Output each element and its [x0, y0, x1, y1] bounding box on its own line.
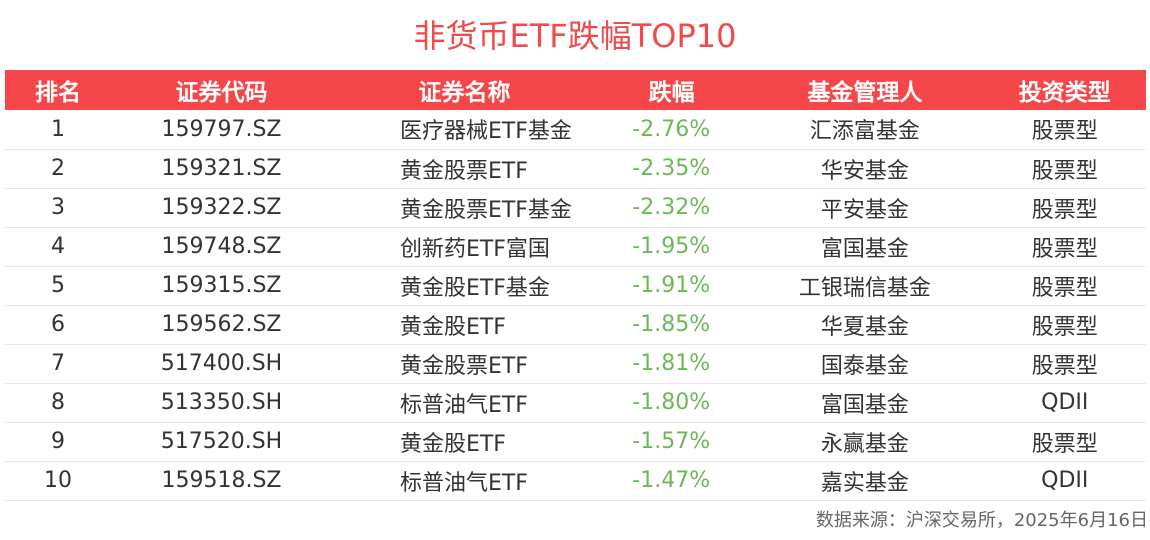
table-row: 7 517400.SH 黄金股票ETF -1.81% 国泰基金 股票型: [5, 344, 1146, 384]
cell-change: -1.81%: [597, 344, 747, 384]
cell-name: 标普油气ETF: [331, 461, 598, 501]
cell-manager: 华安基金: [746, 149, 984, 189]
cell-manager: 富国基金: [746, 227, 984, 267]
cell-rank: 8: [5, 383, 112, 423]
cell-manager: 汇添富基金: [746, 110, 984, 150]
header-name: 证券名称: [418, 80, 511, 106]
cell-type: QDII: [983, 383, 1146, 423]
table-row: 8 513350.SH 标普油气ETF -1.80% 富国基金 QDII: [5, 383, 1146, 423]
header-type: 投资类型: [1018, 80, 1111, 106]
cell-rank: 2: [5, 149, 112, 189]
cell-manager: 永赢基金: [746, 422, 984, 462]
table-row: 3 159322.SZ 黄金股票ETF基金 -2.32% 平安基金 股票型: [5, 188, 1146, 228]
cell-name: 黄金股票ETF: [331, 149, 598, 189]
cell-change: -2.76%: [597, 110, 747, 150]
table-row: 6 159562.SZ 黄金股ETF -1.85% 华夏基金 股票型: [5, 305, 1146, 345]
cell-type: QDII: [983, 461, 1146, 501]
cell-code: 159797.SZ: [111, 110, 332, 150]
cell-rank: 4: [5, 227, 112, 267]
table-row: 10 159518.SZ 标普油气ETF -1.47% 嘉实基金 QDII: [5, 461, 1146, 501]
cell-rank: 5: [5, 266, 112, 306]
cell-code: 517520.SH: [111, 422, 332, 462]
cell-change: -1.47%: [597, 461, 747, 501]
page-title: 非货币ETF跌幅TOP10: [413, 17, 737, 55]
cell-change: -1.57%: [597, 422, 747, 462]
cell-type: 股票型: [983, 266, 1146, 306]
cell-code: 517400.SH: [111, 344, 332, 384]
cell-type: 股票型: [983, 344, 1146, 384]
cell-name: 医疗器械ETF基金: [331, 110, 598, 150]
header-change: 跌幅: [648, 80, 695, 106]
cell-type: 股票型: [983, 227, 1146, 267]
table-row: 9 517520.SH 黄金股ETF -1.57% 永赢基金 股票型: [5, 422, 1146, 462]
cell-name: 黄金股ETF基金: [331, 266, 598, 306]
cell-name: 黄金股ETF: [331, 422, 598, 462]
header-rank: 排名: [35, 80, 82, 106]
cell-code: 159518.SZ: [111, 461, 332, 501]
header-code: 证券代码: [175, 80, 268, 106]
cell-change: -2.32%: [597, 188, 747, 228]
cell-name: 黄金股票ETF: [331, 344, 598, 384]
cell-type: 股票型: [983, 422, 1146, 462]
cell-manager: 嘉实基金: [746, 461, 984, 501]
cell-manager: 富国基金: [746, 383, 984, 423]
table-row: 1 159797.SZ 医疗器械ETF基金 -2.76% 汇添富基金 股票型: [5, 110, 1146, 150]
cell-type: 股票型: [983, 305, 1146, 345]
cell-change: -1.80%: [597, 383, 747, 423]
cell-manager: 工银瑞信基金: [746, 266, 984, 306]
cell-code: 159315.SZ: [111, 266, 332, 306]
cell-manager: 华夏基金: [746, 305, 984, 345]
data-source-note: 数据来源：沪深交易所，2025年6月16日: [815, 510, 1148, 531]
table-body: 1 159797.SZ 医疗器械ETF基金 -2.76% 汇添富基金 股票型 2 159321…: [5, 110, 1146, 501]
table-header-row: 排名 证券代码 证券名称 跌幅 基金管理人 投资类型: [5, 70, 1146, 110]
cell-manager: 国泰基金: [746, 344, 984, 384]
cell-rank: 6: [5, 305, 112, 345]
table-row: 5 159315.SZ 黄金股ETF基金 -1.91% 工银瑞信基金 股票型: [5, 266, 1146, 306]
cell-rank: 10: [5, 461, 112, 501]
cell-rank: 1: [5, 110, 112, 150]
cell-change: -2.35%: [597, 149, 747, 189]
cell-type: 股票型: [983, 110, 1146, 150]
cell-change: -1.91%: [597, 266, 747, 306]
cell-code: 159321.SZ: [111, 149, 332, 189]
etf-decline-table: 排名 证券代码 证券名称 跌幅 基金管理人 投资类型 1 159797.SZ 医疗器…: [5, 70, 1146, 501]
cell-code: 159748.SZ: [111, 227, 332, 267]
header-manager: 基金管理人: [807, 80, 923, 106]
cell-rank: 7: [5, 344, 112, 384]
cell-name: 黄金股票ETF基金: [331, 188, 598, 228]
cell-change: -1.85%: [597, 305, 747, 345]
table-row: 4 159748.SZ 创新药ETF富国 -1.95% 富国基金 股票型: [5, 227, 1146, 267]
cell-type: 股票型: [983, 188, 1146, 228]
cell-rank: 9: [5, 422, 112, 462]
cell-rank: 3: [5, 188, 112, 228]
cell-code: 159562.SZ: [111, 305, 332, 345]
cell-type: 股票型: [983, 149, 1146, 189]
cell-change: -1.95%: [597, 227, 747, 267]
cell-name: 标普油气ETF: [331, 383, 598, 423]
cell-name: 创新药ETF富国: [331, 227, 598, 267]
cell-manager: 平安基金: [746, 188, 984, 228]
table-row: 2 159321.SZ 黄金股票ETF -2.35% 华安基金 股票型: [5, 149, 1146, 189]
cell-code: 159322.SZ: [111, 188, 332, 228]
cell-code: 513350.SH: [111, 383, 332, 423]
cell-name: 黄金股ETF: [331, 305, 598, 345]
